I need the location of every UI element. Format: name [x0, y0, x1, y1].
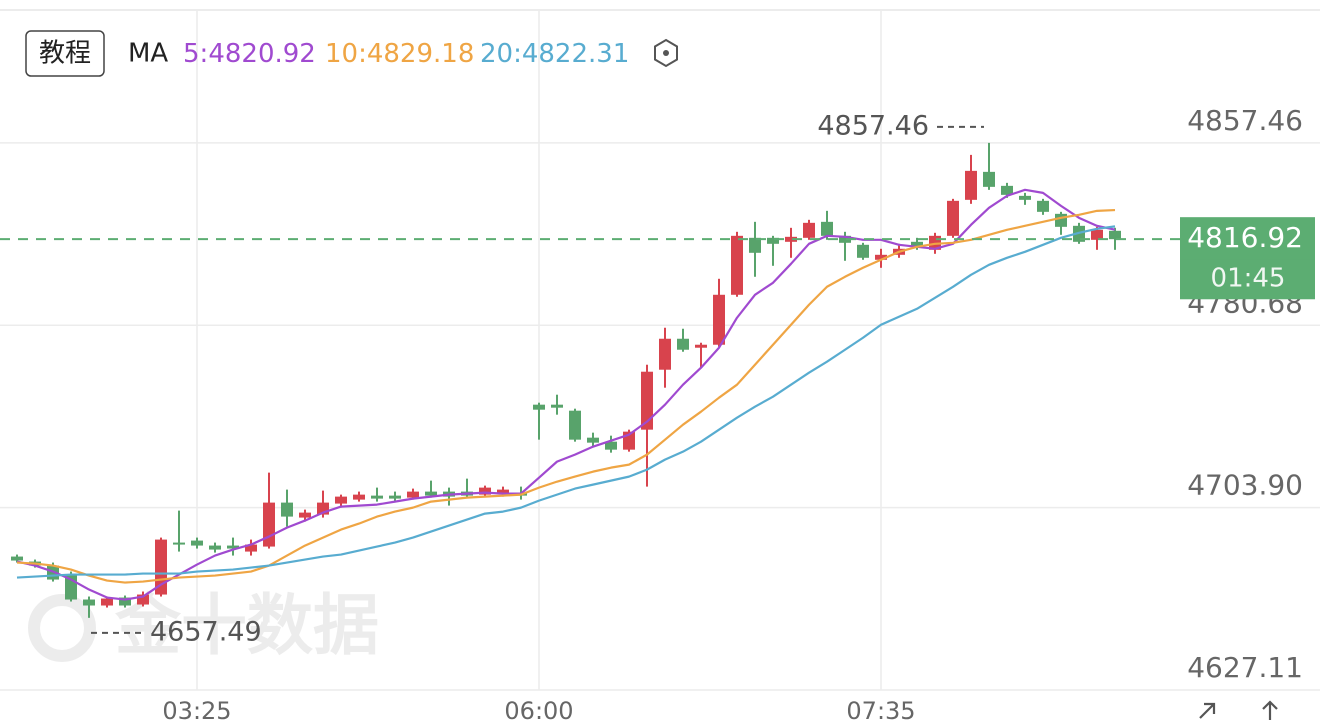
- legend-entry: 5:4820.92: [183, 39, 316, 69]
- y-tick-label: 4627.11: [1187, 651, 1303, 684]
- ma-line: [16, 188, 1116, 601]
- candle-body: [1019, 195, 1031, 200]
- candle-body: [821, 221, 833, 236]
- expand-arrow[interactable]: [1199, 702, 1216, 719]
- candle-body: [839, 235, 851, 243]
- scroll-top-icon[interactable]: [1262, 700, 1278, 720]
- ma-line: [16, 208, 1116, 584]
- candle-body: [263, 502, 275, 547]
- candle-body: [911, 241, 923, 246]
- candle-body: [497, 489, 509, 494]
- low-annotation: 4657.49: [150, 616, 262, 647]
- last-price-label: 4816.92: [1187, 221, 1303, 254]
- watermark-text: 金十数据: [114, 587, 379, 664]
- candle-body: [983, 171, 995, 187]
- candle-body: [191, 540, 203, 546]
- up-arrow[interactable]: [1262, 700, 1278, 720]
- watermark: 金十数据: [28, 587, 379, 664]
- legend: 5:4820.92 10:4829.18 20:4822.31: [183, 39, 629, 69]
- candle-body: [587, 437, 599, 443]
- candle-body: [875, 254, 887, 260]
- watermark-logo: [28, 594, 96, 662]
- candle-body: [533, 404, 545, 410]
- candle-body: [317, 502, 329, 515]
- candle-body: [569, 410, 581, 440]
- settings-hexagon[interactable]: [654, 38, 678, 68]
- candle-body: [11, 556, 23, 561]
- candle-body: [695, 344, 707, 348]
- candle-body: [1037, 200, 1049, 212]
- candle-body: [479, 487, 491, 495]
- x-tick-label: 06:00: [504, 697, 573, 725]
- candle-body: [209, 545, 221, 550]
- candle-body: [245, 544, 257, 552]
- high-annotation: 4857.46: [817, 110, 929, 141]
- candle-body: [965, 170, 977, 200]
- candle-body: [137, 594, 149, 605]
- candle-body: [299, 512, 311, 518]
- candle-body: [173, 542, 185, 545]
- plot: 4857.46 4657.49 4816.92 01:45: [0, 110, 1315, 647]
- legend-value: 4822.31: [522, 39, 630, 69]
- y-tick-label: 4703.90: [1187, 469, 1303, 502]
- candle-body: [425, 491, 437, 496]
- candle-body: [371, 495, 383, 499]
- candle-body: [281, 502, 293, 517]
- tutorial-button-label[interactable]: 教程: [39, 39, 91, 69]
- candle-body: [749, 237, 761, 253]
- candle-body: [119, 597, 131, 606]
- candle-body: [335, 496, 347, 504]
- candle-body: [1055, 213, 1067, 227]
- y-tick-label: 4857.46: [1187, 104, 1303, 137]
- candle-body: [551, 404, 563, 408]
- legend-name: 20:: [480, 39, 522, 69]
- candle-body: [803, 222, 815, 238]
- expand-icon[interactable]: [1199, 702, 1216, 719]
- candle-body: [1091, 229, 1103, 240]
- ma-line: [16, 225, 1116, 579]
- indicator-label: MA: [128, 39, 168, 69]
- candle-body: [659, 338, 671, 370]
- candle-body: [227, 545, 239, 549]
- legend-value: 4820.92: [208, 39, 316, 69]
- candle-body: [83, 599, 95, 606]
- legend-entry: 20:4822.31: [480, 39, 629, 69]
- candle-body: [389, 495, 401, 499]
- legend-name: 10:: [325, 39, 367, 69]
- candle-body: [677, 338, 689, 350]
- countdown-box: [1180, 259, 1315, 300]
- candle-body: [947, 200, 959, 236]
- settings-dot[interactable]: [663, 50, 669, 56]
- candle-body: [641, 371, 653, 430]
- x-tick-label: 03:25: [162, 697, 231, 725]
- candle-body: [407, 491, 419, 498]
- x-tick-label: 07:35: [846, 697, 915, 725]
- candle-body: [731, 235, 743, 295]
- tutorial-button[interactable]: [25, 30, 105, 77]
- settings-icon[interactable]: [654, 38, 678, 68]
- candle-body: [101, 598, 113, 606]
- countdown-label: 01:45: [1211, 264, 1286, 294]
- candle-body: [353, 494, 365, 500]
- candle-body: [1109, 230, 1121, 240]
- legend-value: 4829.18: [367, 39, 475, 69]
- legend-name: 5:: [183, 39, 208, 69]
- candle-body: [857, 244, 869, 258]
- candle-body: [785, 236, 797, 242]
- candle-body: [1001, 185, 1013, 195]
- legend-entry: 10:4829.18: [325, 39, 474, 69]
- candle-body: [767, 237, 779, 244]
- candle-body: [605, 441, 617, 450]
- candle-body: [713, 294, 725, 345]
